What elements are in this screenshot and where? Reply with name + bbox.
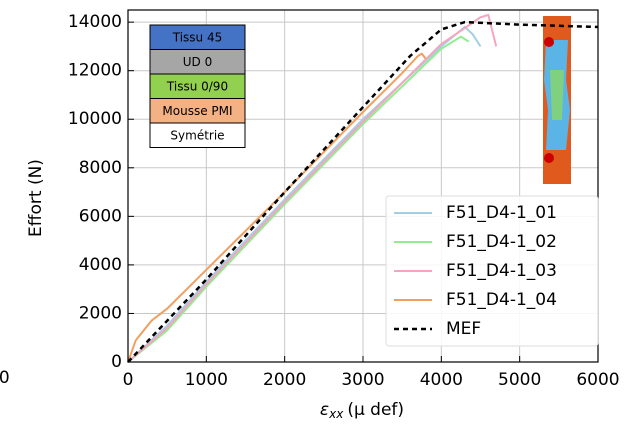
legend: F51_D4-1_01 F51_D4-1_02 F51_D4-1_03 F51_D4-…	[385, 195, 599, 347]
layer-cell	[149, 98, 246, 124]
x-tick-label: 0	[123, 370, 134, 390]
specimen-image	[543, 16, 571, 184]
y-tick-label: 12000	[68, 61, 122, 81]
series-line	[127, 25, 482, 363]
layer-label: UD 0	[183, 55, 212, 69]
legend-label: F51_D4-1_03	[446, 261, 557, 281]
legend-label: F51_D4-1_02	[446, 232, 557, 252]
legend-box	[385, 195, 599, 347]
layer-table: Tissu 45 UD 0 Tissu 0/90 Mousse PMI Symétrie	[149, 24, 246, 148]
x-label-subscript: xx	[328, 407, 344, 421]
layer-label: Tissu 0/90	[166, 80, 228, 94]
x-tick-label: 6000	[576, 370, 619, 390]
y-tick-label: 2000	[79, 303, 122, 323]
legend-label: MEF	[446, 319, 481, 339]
layer-label: Tissu 45	[172, 31, 223, 45]
series-line	[127, 52, 427, 363]
layer-cell	[149, 49, 246, 75]
legend-label: F51_D4-1_01	[446, 203, 557, 223]
series-line	[127, 35, 470, 363]
x-tick-label: 1000	[185, 370, 228, 390]
y-tick-label: 4000	[79, 255, 122, 275]
series-line	[127, 13, 498, 363]
plot-frame	[127, 9, 599, 363]
x-tick-label: 2000	[263, 370, 306, 390]
layer-cell	[149, 73, 246, 99]
x-label-unit: (μ def)	[347, 400, 404, 420]
cropped-text: 00	[0, 368, 10, 388]
series-line	[127, 20, 599, 363]
layer-label: Symétrie	[170, 129, 224, 143]
y-tick-label: 14000	[68, 12, 122, 32]
y-tick-label: 10000	[68, 109, 122, 129]
y-tick-label: 6000	[79, 206, 122, 226]
y-axis-label: Effort (N)	[26, 159, 46, 237]
layer-label: Mousse PMI	[162, 104, 232, 118]
x-label-symbol: ε	[320, 400, 329, 420]
x-tick-label: 4000	[420, 370, 463, 390]
y-tick-label: 0	[111, 352, 122, 372]
x-axis-label: εxx (μ def)	[320, 400, 404, 421]
x-tick-label: 5000	[498, 370, 541, 390]
x-tick-label: 3000	[341, 370, 384, 390]
layer-cell	[149, 122, 246, 148]
legend-label: F51_D4-1_04	[446, 290, 557, 310]
y-tick-label: 8000	[79, 158, 122, 178]
